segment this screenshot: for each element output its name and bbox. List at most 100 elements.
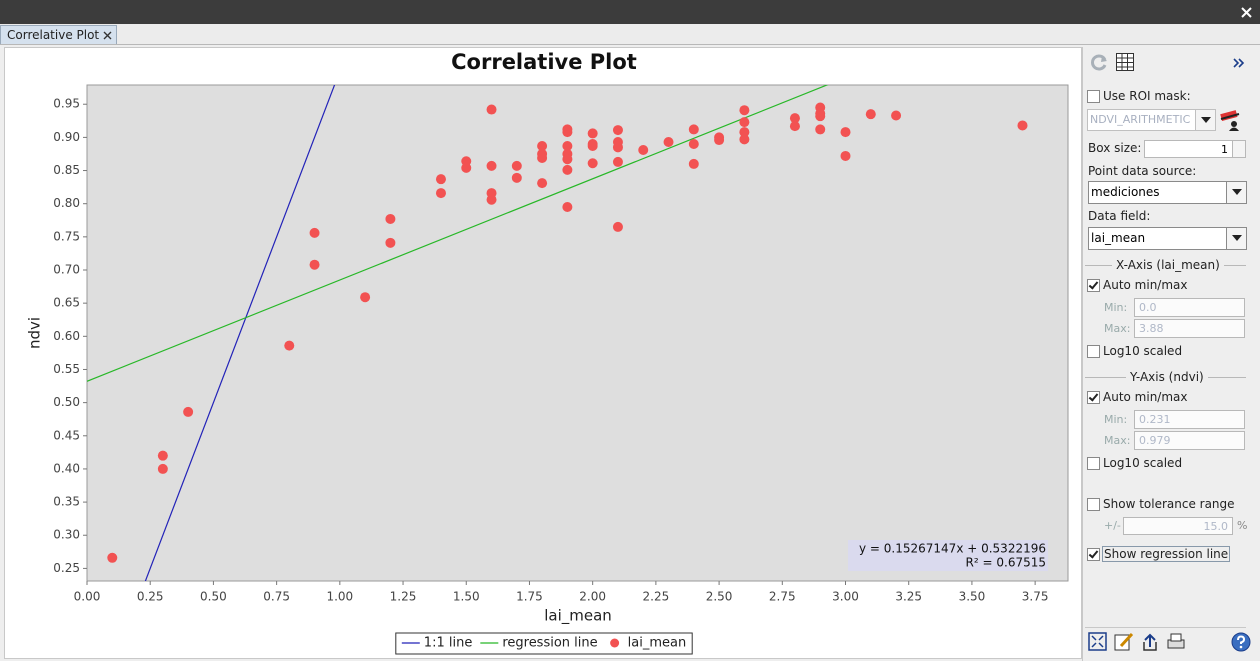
x-tick-label: 3.25 xyxy=(895,590,922,604)
label: Auto min/max xyxy=(1103,278,1188,292)
chart: Correlative Plot lai_mean ndvi 0.00 0.25 0… xyxy=(26,50,1069,655)
point xyxy=(537,141,548,152)
box-size-input[interactable]: 1 xyxy=(1144,140,1233,158)
x-tick-label: 0.00 xyxy=(74,590,101,604)
y-tick-label: 0.30 xyxy=(53,528,80,542)
checkbox[interactable] xyxy=(1087,548,1100,561)
checkbox[interactable] xyxy=(1087,391,1100,404)
label: Max: xyxy=(1104,434,1131,447)
label: Log10 scaled xyxy=(1103,456,1183,470)
close-window[interactable] xyxy=(1240,6,1253,19)
tab-title: Correlative Plot xyxy=(7,28,100,42)
x-tick-label: 0.50 xyxy=(200,590,227,604)
point xyxy=(157,463,168,474)
collapse-button[interactable] xyxy=(1233,58,1245,68)
fit-line xyxy=(87,85,829,382)
point xyxy=(385,213,396,224)
point xyxy=(638,144,649,155)
y-tick-label: 0.90 xyxy=(53,130,80,144)
point xyxy=(1017,120,1028,131)
label: Point data source: xyxy=(1088,164,1197,178)
tolerance-input: 15.0 xyxy=(1123,517,1233,535)
title-bar xyxy=(0,0,1260,24)
label: +/- xyxy=(1104,519,1121,532)
tab-bar: Correlative Plot xyxy=(0,24,1260,45)
select-value: lai_mean xyxy=(1091,231,1146,245)
data-field-select[interactable]: lai_mean xyxy=(1088,227,1247,250)
print-button[interactable] xyxy=(1167,633,1185,649)
x-min-input: 0.0 xyxy=(1134,298,1245,317)
point xyxy=(107,552,118,563)
x-axis-title: lai_mean xyxy=(544,607,612,626)
tab[interactable]: Correlative Plot xyxy=(0,25,117,44)
point xyxy=(612,156,623,167)
zoom-all-button[interactable] xyxy=(1088,632,1107,651)
y-tick-label: 0.80 xyxy=(53,196,80,210)
legend-label: lai_mean xyxy=(628,636,687,651)
point xyxy=(511,172,522,183)
point xyxy=(587,128,598,139)
checkbox[interactable] xyxy=(1087,498,1100,511)
mask-manager-icon[interactable] xyxy=(1219,110,1243,132)
point xyxy=(309,259,320,270)
plot-area xyxy=(86,84,1069,582)
label: Use ROI mask: xyxy=(1103,89,1191,103)
x-tick-label: 3.00 xyxy=(832,590,859,604)
annotation-box xyxy=(848,540,1048,571)
point xyxy=(612,142,623,153)
table-button[interactable] xyxy=(1115,52,1135,72)
point xyxy=(486,104,497,115)
checkbox[interactable] xyxy=(1087,345,1100,358)
tab-close[interactable] xyxy=(103,31,112,40)
point-source-select[interactable]: mediciones xyxy=(1088,181,1247,204)
point xyxy=(486,194,497,205)
point xyxy=(789,121,800,132)
label: Show tolerance range xyxy=(1103,497,1235,511)
x-tick-label: 0.75 xyxy=(263,590,290,604)
refresh-button[interactable] xyxy=(1089,52,1109,72)
point xyxy=(309,227,320,238)
point xyxy=(284,340,295,351)
y-tick-label: 0.65 xyxy=(53,296,80,310)
export-button[interactable] xyxy=(1143,633,1157,651)
checkbox[interactable] xyxy=(1087,90,1100,103)
x-tick-label: 3.50 xyxy=(959,590,986,604)
point xyxy=(360,292,371,303)
x-tick-label: 1.25 xyxy=(390,590,417,604)
select-value: NDVI_ARITHMETIC xyxy=(1090,113,1191,126)
point xyxy=(486,160,497,171)
help-button[interactable] xyxy=(1231,632,1251,652)
roi-mask-select: NDVI_ARITHMETIC xyxy=(1087,109,1216,131)
x-tick-label: 1.00 xyxy=(326,590,353,604)
y-tick-label: 0.60 xyxy=(53,329,80,343)
y-min-input: 0.231 xyxy=(1134,410,1245,429)
chart-title: Correlative Plot xyxy=(451,50,637,74)
point xyxy=(435,188,446,199)
point xyxy=(587,158,598,169)
point xyxy=(789,113,800,124)
section-title: Y-Axis (ndvi) xyxy=(1126,370,1208,384)
spinner[interactable] xyxy=(1232,140,1246,158)
checkbox[interactable] xyxy=(1087,279,1100,292)
point xyxy=(663,137,674,148)
y-tick-label: 0.40 xyxy=(53,461,80,475)
toolbar xyxy=(1088,632,1185,651)
checkbox[interactable] xyxy=(1087,457,1100,470)
point xyxy=(840,127,851,138)
fit-line xyxy=(144,85,336,581)
edit-button[interactable] xyxy=(1114,632,1134,651)
legend xyxy=(395,632,693,655)
point xyxy=(612,221,623,232)
point xyxy=(815,111,826,122)
y-tick-label: 0.45 xyxy=(53,428,80,442)
input-value: 1 xyxy=(1221,143,1228,156)
point xyxy=(537,178,548,189)
x-max-input: 3.88 xyxy=(1134,319,1245,338)
point xyxy=(612,125,623,136)
y-tick-label: 0.55 xyxy=(53,362,80,376)
label: Auto min/max xyxy=(1103,390,1188,404)
label: Min: xyxy=(1104,413,1128,426)
legend-item: 1:1 line xyxy=(401,636,472,651)
y-tick-label: 0.95 xyxy=(53,97,80,111)
point xyxy=(840,150,851,161)
